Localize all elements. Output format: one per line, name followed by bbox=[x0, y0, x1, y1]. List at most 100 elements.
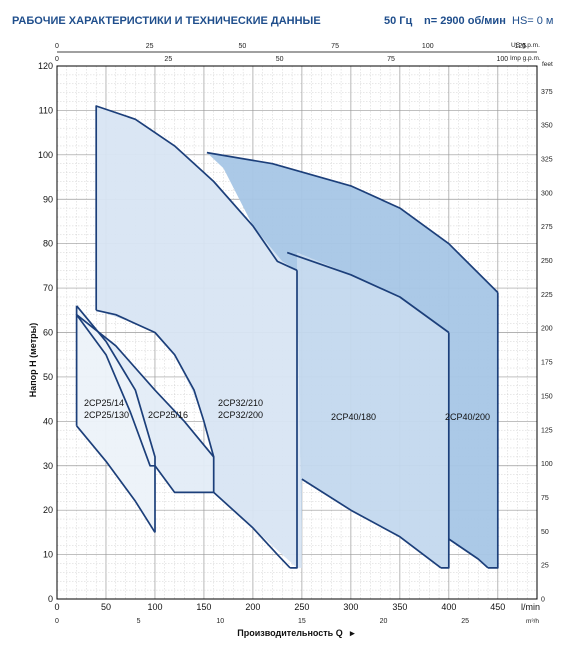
speed-label: n= 2900 об/мин bbox=[424, 15, 506, 27]
x-tick-lmin: 350 bbox=[392, 602, 407, 612]
x-tick-m3h: 15 bbox=[298, 618, 306, 625]
curve-2cp40-200-right bbox=[488, 292, 499, 569]
region-2CP25-16 bbox=[76, 314, 214, 493]
region-2CP25-14 bbox=[76, 305, 155, 533]
x-tick-usgpm: 50 bbox=[238, 43, 246, 50]
label-2cp40-200: 2CP40/200 bbox=[445, 412, 490, 422]
unit-us-gpm: US g.p.m. bbox=[511, 42, 540, 49]
y-tick-label: 20 bbox=[43, 505, 53, 515]
y-tick-feet: 375 bbox=[541, 89, 553, 96]
y-tick-feet: 100 bbox=[541, 461, 553, 468]
region-labels: 2CP25/14 2CP25/130 2CP25/16 2CP32/210 2CP32/… bbox=[84, 398, 490, 422]
x-tick-lmin: 100 bbox=[147, 602, 162, 612]
unit-m3h: m³/h bbox=[526, 618, 539, 625]
y-tick-label: 50 bbox=[43, 372, 53, 382]
y-tick-feet: 350 bbox=[541, 123, 553, 130]
region-2CP40-200 bbox=[206, 152, 498, 568]
y-tick-label: 60 bbox=[43, 328, 53, 338]
x-axis-bottom: 0 50 100 150 200 250 300 350 400 450 bbox=[54, 602, 505, 612]
x-tick-lmin: 50 bbox=[101, 602, 111, 612]
x-tick-m3h: 0 bbox=[55, 618, 59, 625]
curve-2cp32-bottom bbox=[213, 491, 291, 569]
label-2cp32-210: 2CP32/210 bbox=[218, 398, 263, 408]
curve-2cp25-14-inner bbox=[75, 314, 155, 467]
y-tick-label: 110 bbox=[39, 105, 53, 115]
chart-title: РАБОЧИЕ ХАРАКТЕРИСТИКИ И ТЕХНИЧЕСКИЕ ДАН… bbox=[12, 15, 321, 27]
label-2cp25-14: 2CP25/14 bbox=[84, 398, 124, 408]
y-tick-label: 10 bbox=[43, 550, 53, 560]
y-tick-label: 30 bbox=[43, 461, 53, 471]
y-tick-feet: 250 bbox=[541, 258, 553, 265]
y-tick-feet: 300 bbox=[541, 190, 553, 197]
x-tick-lmin: 200 bbox=[245, 602, 260, 612]
x-tick-usgpm: 125 bbox=[515, 43, 527, 50]
pump-regions bbox=[76, 106, 498, 568]
y-tick-label: 80 bbox=[43, 239, 53, 249]
y-axis-label: Напор H (метры) bbox=[28, 323, 38, 398]
x-tick-lmin: 0 bbox=[54, 602, 59, 612]
x-tick-lmin: 300 bbox=[343, 602, 358, 612]
y-tick-feet: 25 bbox=[541, 563, 549, 570]
curve-2cp40-180-top bbox=[286, 251, 450, 334]
curve-2cp32-inner bbox=[96, 309, 215, 493]
x-axis-top-us: 0 25 50 75 100 125 bbox=[55, 43, 537, 53]
frequency-label: 50 Гц bbox=[384, 15, 413, 27]
y-tick-feet: 50 bbox=[541, 529, 549, 536]
x-tick-usgpm: 75 bbox=[331, 43, 339, 50]
unit-feet: feet bbox=[542, 61, 553, 68]
x-tick-impgpm: 100 bbox=[496, 56, 508, 63]
curve-2cp25-14-upper bbox=[75, 305, 156, 533]
y-tick-feet: 150 bbox=[541, 393, 553, 400]
x-tick-impgpm: 0 bbox=[55, 56, 59, 63]
pump-curves bbox=[75, 105, 499, 569]
curve-2cp25-16-top bbox=[76, 314, 215, 458]
curve-2cp40-200-top bbox=[206, 151, 499, 294]
y-tick-label: 40 bbox=[43, 416, 53, 426]
region-2CP40-180 bbox=[297, 252, 449, 568]
x-tick-usgpm: 100 bbox=[422, 43, 434, 50]
label-2cp40-180: 2CP40/180 bbox=[331, 412, 376, 422]
x-tick-impgpm: 50 bbox=[276, 56, 284, 63]
plot-area: 2CP25/14 2CP25/130 2CP25/16 2CP32/210 2CP32/… bbox=[38, 43, 553, 625]
y-axis-left: 0 10 20 30 40 50 60 70 80 90 100 110 120 bbox=[38, 61, 53, 604]
x-axis-top-imp: 0 25 50 75 100 bbox=[55, 56, 508, 63]
x-tick-m3h: 10 bbox=[216, 618, 224, 625]
y-tick-feet: 325 bbox=[541, 157, 553, 164]
y-tick-label: 90 bbox=[43, 194, 53, 204]
x-tick-lmin: 450 bbox=[490, 602, 505, 612]
curve-2cp32-top bbox=[95, 105, 298, 311]
y-tick-label: 100 bbox=[38, 150, 53, 160]
x-axis-arrow: ▸ bbox=[349, 628, 355, 638]
y-tick-feet: 200 bbox=[541, 326, 553, 333]
y-tick-feet: 0 bbox=[541, 597, 545, 604]
curve-2cp40-180-bottom bbox=[301, 478, 442, 569]
x-axis-label: Производительность Q bbox=[237, 628, 342, 638]
x-tick-usgpm: 0 bbox=[55, 43, 59, 50]
hs-label: HS= 0 м bbox=[512, 15, 554, 27]
y-axis-right: 0 25 50 75 100 125 150 175 200 225 250 275 300 325 350… bbox=[541, 89, 553, 604]
curve-2cp32-right bbox=[290, 270, 298, 569]
region-2CP32-210 bbox=[96, 106, 302, 568]
x-tick-m3h: 20 bbox=[380, 618, 388, 625]
label-2cp25-130: 2CP25/130 bbox=[84, 410, 129, 420]
x-tick-m3h: 5 bbox=[137, 618, 141, 625]
y-tick-feet: 175 bbox=[541, 360, 553, 367]
x-tick-impgpm: 25 bbox=[164, 56, 172, 63]
label-2cp25-16: 2CP25/16 bbox=[148, 410, 188, 420]
x-axis-bottom-m3h: 0 5 10 15 20 25 bbox=[55, 618, 469, 625]
unit-imp-gpm: Imp g.p.m. bbox=[510, 55, 541, 62]
x-tick-m3h: 25 bbox=[461, 618, 469, 625]
x-tick-usgpm: 25 bbox=[146, 43, 154, 50]
curve-2cp40-200-bottom bbox=[448, 538, 489, 569]
x-tick-lmin: 150 bbox=[196, 602, 211, 612]
x-tick-lmin: 250 bbox=[294, 602, 309, 612]
unit-lmin: l/min bbox=[521, 602, 540, 612]
plot-frame bbox=[56, 65, 538, 600]
curve-2cp25-14-lower bbox=[75, 425, 156, 533]
label-2cp32-200: 2CP32/200 bbox=[218, 410, 263, 420]
y-tick-label: 120 bbox=[38, 61, 53, 71]
curve-2cp40-180-right bbox=[441, 332, 450, 569]
y-tick-feet: 75 bbox=[541, 495, 549, 502]
